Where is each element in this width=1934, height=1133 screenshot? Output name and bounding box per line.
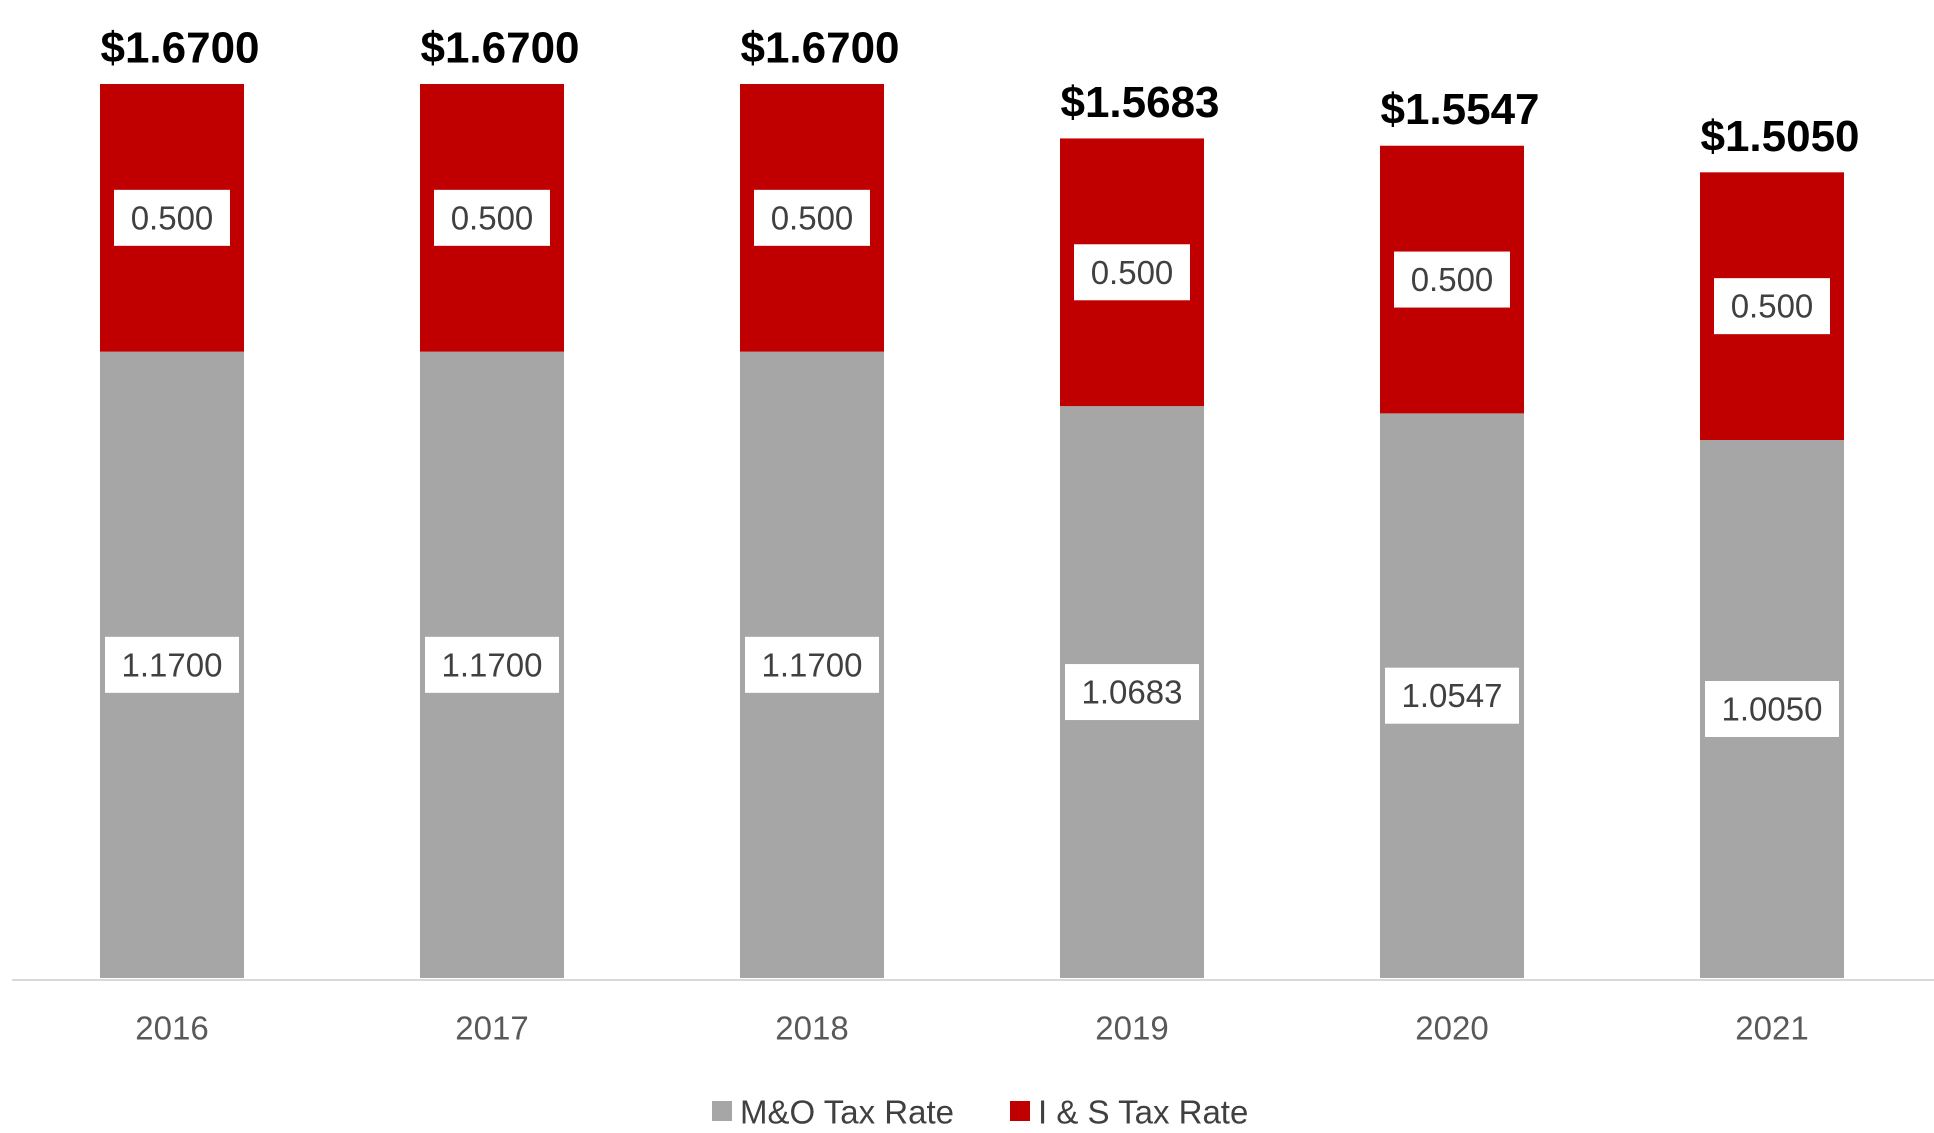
data-label-mo-2020: 1.0547 bbox=[1402, 677, 1503, 714]
legend-label-is: I & S Tax Rate bbox=[1038, 1094, 1248, 1129]
total-label-2018: $1.6700 bbox=[740, 24, 899, 73]
data-label-is-2016-bg bbox=[114, 189, 230, 246]
data-label-mo-2019-box: 1.0683 bbox=[1065, 664, 1199, 721]
legend-swatch-mo bbox=[712, 1101, 732, 1121]
total-label-2017: $1.6700 bbox=[420, 24, 579, 73]
x-tick-2016: 2016 bbox=[135, 1010, 208, 1047]
x-tick-2018: 2018 bbox=[775, 1010, 848, 1047]
data-label-mo-2019: 1.0683 bbox=[1082, 674, 1183, 711]
data-label-mo-2016: 1.1700 bbox=[122, 646, 223, 683]
x-axis-ticks: 2016 2017 2018 2019 2020 2021 bbox=[135, 1010, 1808, 1047]
data-label-mo-2021-box: 1.0050 bbox=[1705, 680, 1839, 737]
data-label-is-2017: 0.500 bbox=[451, 199, 534, 236]
data-label-mo-2017: 1.1700 bbox=[442, 646, 543, 683]
data-label-mo-2016-bg bbox=[105, 636, 239, 693]
data-label-is-2021: 0.500 bbox=[1731, 288, 1814, 325]
data-label-is-2019-box: 0.500 bbox=[1074, 244, 1190, 301]
legend: M&O Tax Rate I & S Tax Rate bbox=[712, 1094, 1248, 1131]
data-label-mo-2017-bg bbox=[425, 636, 559, 693]
data-label-mo-2021: 1.0050 bbox=[1722, 690, 1823, 727]
data-label-is-2017-box: 0.500 bbox=[434, 189, 550, 246]
data-label-mo-2018: 1.1700 bbox=[762, 646, 863, 683]
data-label-is-2016: 0.500 bbox=[131, 199, 214, 236]
data-label-is-2018-bg bbox=[754, 189, 870, 246]
legend-item-is: I & S Tax Rate bbox=[1010, 1094, 1248, 1131]
x-tick-2021: 2021 bbox=[1735, 1010, 1808, 1047]
legend-swatch-is bbox=[1010, 1101, 1030, 1121]
total-label-2016: $1.6700 bbox=[100, 24, 259, 73]
data-label-is-2020-box: 0.500 bbox=[1394, 251, 1510, 308]
data-label-mo-2017-box: 1.1700 bbox=[425, 636, 559, 693]
data-label-mo-2019-bg bbox=[1065, 664, 1199, 721]
x-tick-2019: 2019 bbox=[1095, 1010, 1168, 1047]
data-label-mo-2018-bg bbox=[745, 636, 879, 693]
data-label-is-2021-box: 0.500 bbox=[1714, 278, 1830, 335]
data-label-is-2017-bg bbox=[434, 189, 550, 246]
legend-label-mo: M&O Tax Rate bbox=[740, 1094, 954, 1129]
data-label-mo-2020-bg bbox=[1385, 667, 1519, 724]
data-label-is-2019-bg bbox=[1074, 244, 1190, 301]
data-label-mo-2020-box: 1.0547 bbox=[1385, 667, 1519, 724]
total-label-2019: $1.5683 bbox=[1060, 78, 1219, 127]
legend-item-mo: M&O Tax Rate bbox=[712, 1094, 954, 1131]
data-label-is-2018: 0.500 bbox=[771, 199, 854, 236]
data-label-mo-2021-bg bbox=[1705, 680, 1839, 737]
data-label-is-2019: 0.500 bbox=[1091, 254, 1174, 291]
data-label-is-2018-box: 0.500 bbox=[754, 189, 870, 246]
data-label-is-2020-bg bbox=[1394, 251, 1510, 308]
data-label-is-2016-box: 0.500 bbox=[114, 189, 230, 246]
data-label-is-2021-bg bbox=[1714, 278, 1830, 335]
labels-layer: 1.1700 0.500 $1.6700 1.1700 0.500 $1.6700 1.17… bbox=[100, 24, 1860, 737]
total-label-2021: $1.5050 bbox=[1700, 112, 1859, 161]
bars-layer bbox=[100, 84, 1844, 978]
x-tick-2020: 2020 bbox=[1415, 1010, 1488, 1047]
data-label-is-2020: 0.500 bbox=[1411, 261, 1494, 298]
total-label-2020: $1.5547 bbox=[1380, 85, 1539, 134]
x-tick-2017: 2017 bbox=[455, 1010, 528, 1047]
data-label-mo-2018-box: 1.1700 bbox=[745, 636, 879, 693]
data-label-mo-2016-box: 1.1700 bbox=[105, 636, 239, 693]
